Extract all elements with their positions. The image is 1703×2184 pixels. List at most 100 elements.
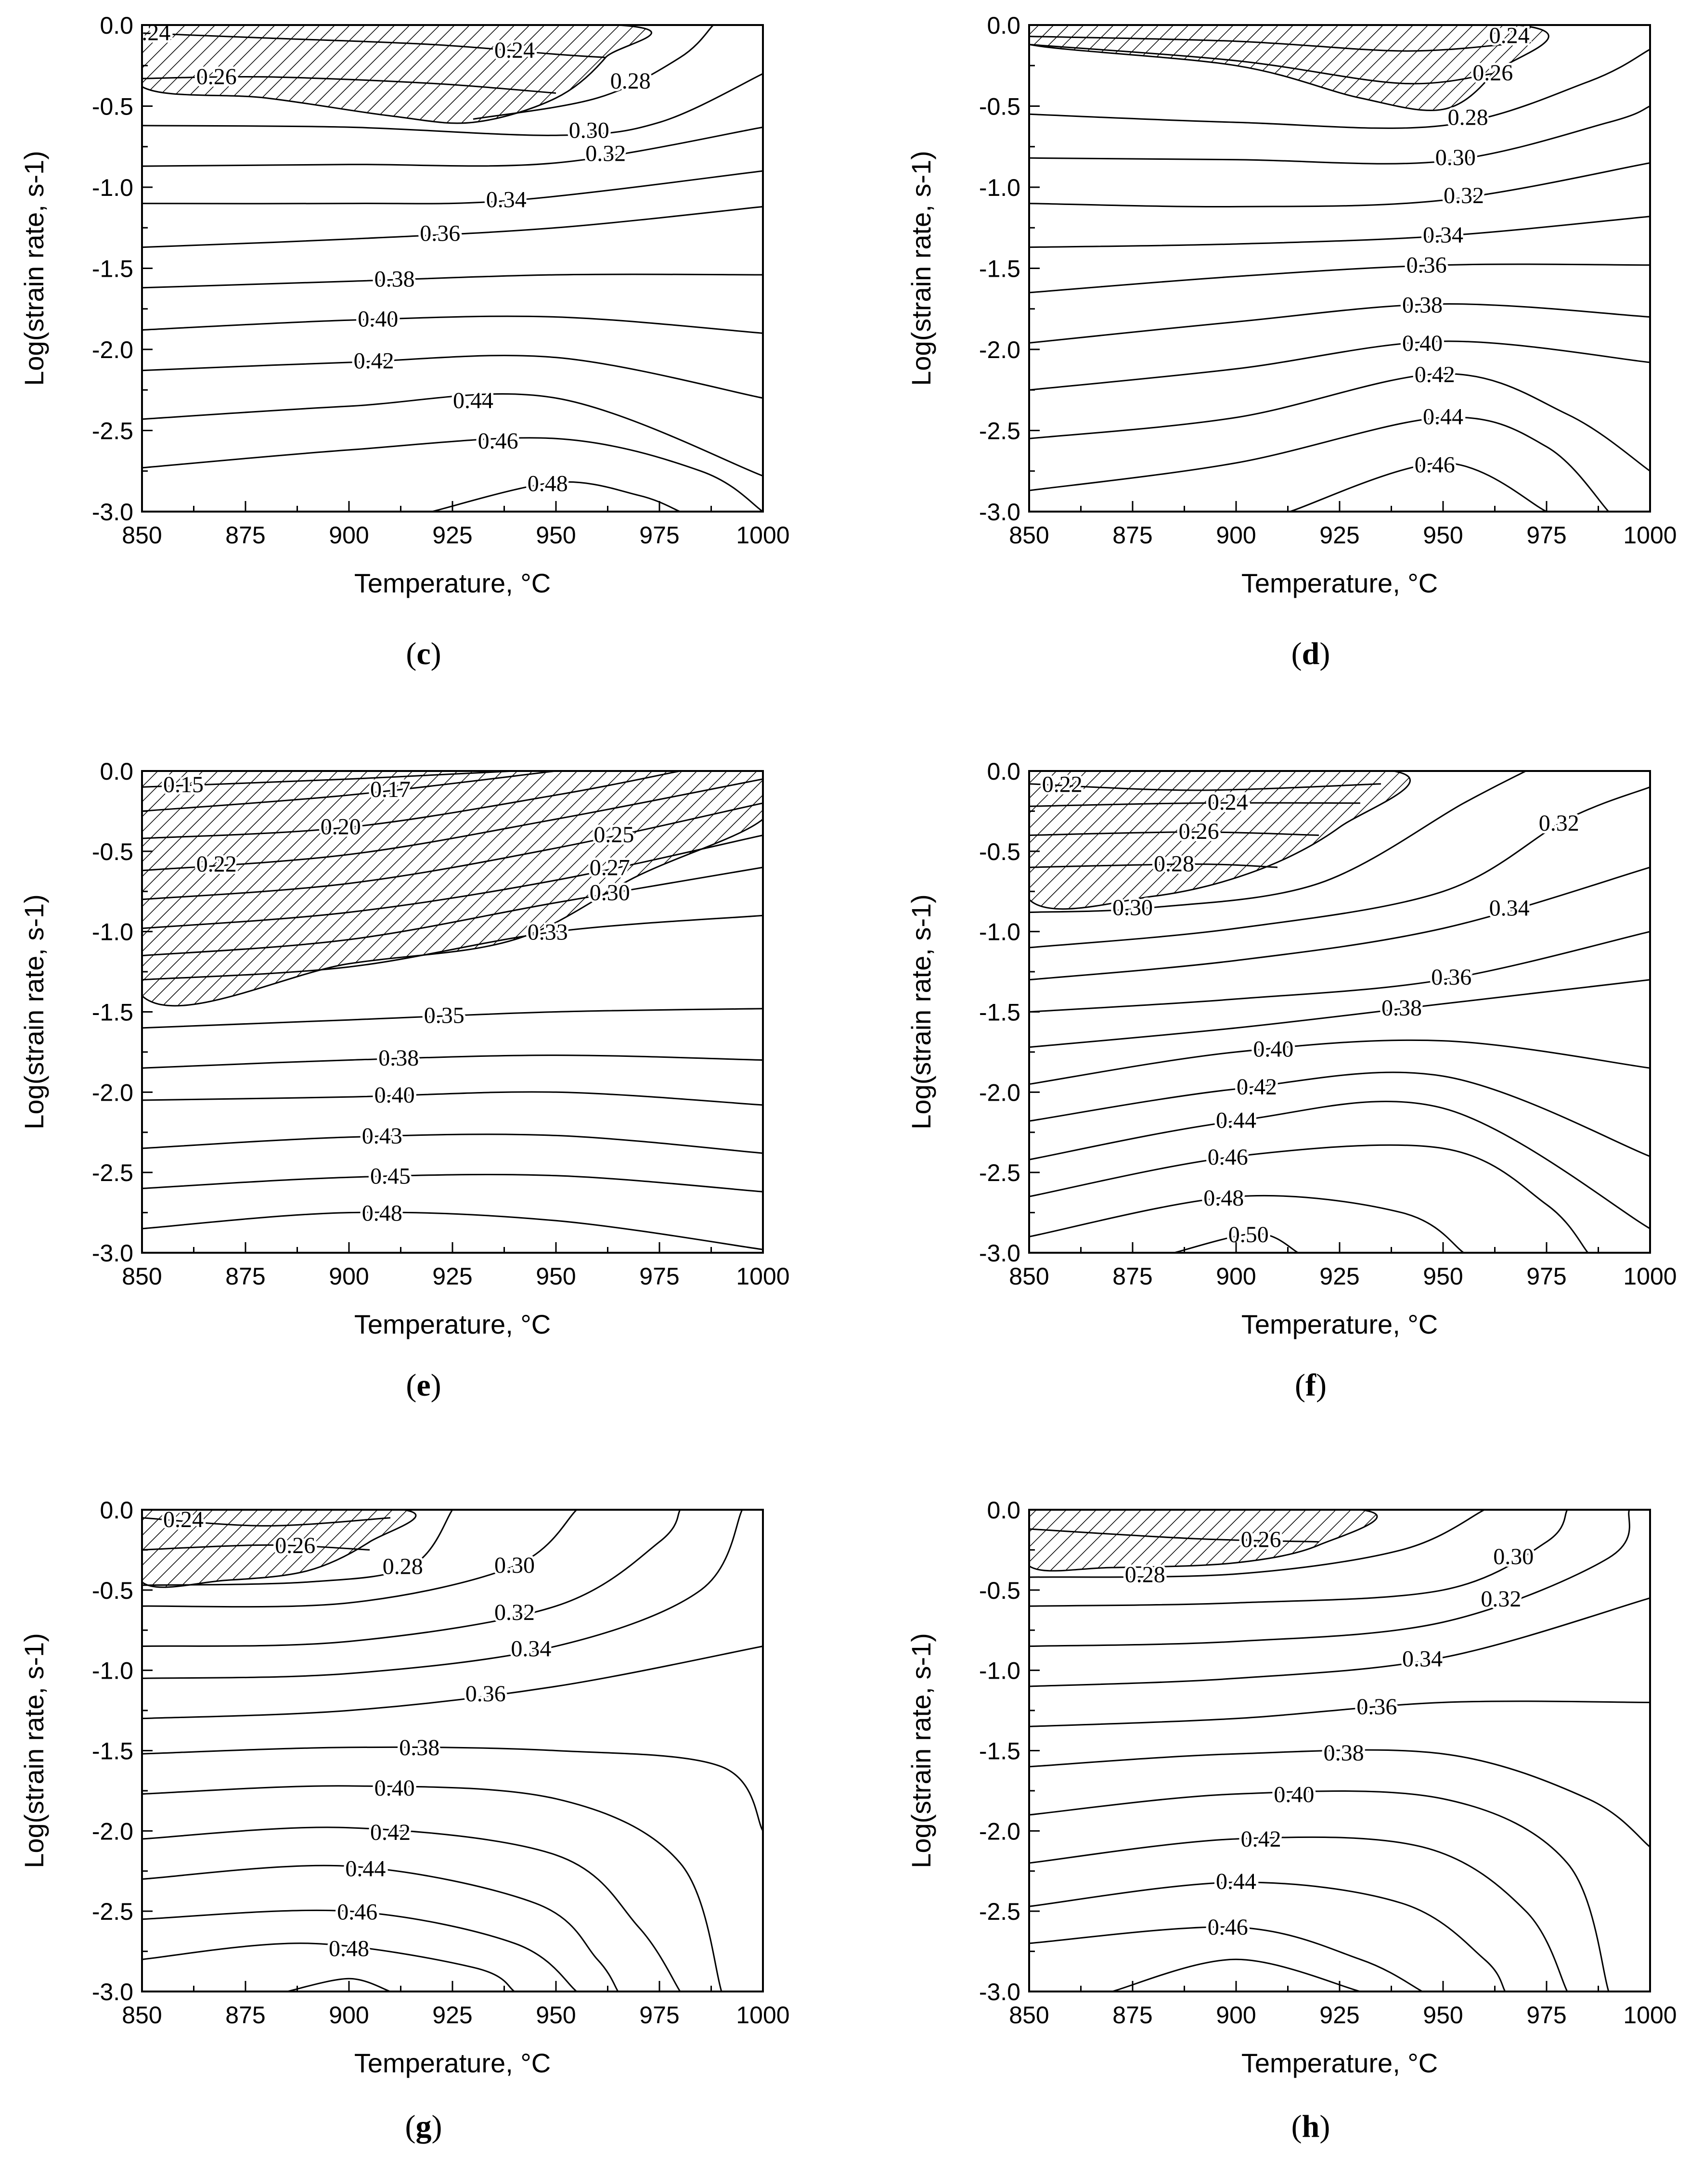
x-tick-label: 875 — [1112, 2002, 1152, 2029]
y-axis-title: Log(strain rate, s-1) — [906, 1633, 936, 1868]
y-tick-label: 0.0 — [987, 12, 1020, 39]
contour-label: 0.38 — [1324, 1740, 1364, 1766]
x-tick-label: 850 — [1009, 522, 1049, 549]
contour-line — [1029, 49, 1650, 129]
contour-label: 0.38 — [1402, 292, 1443, 318]
x-tick-label: 875 — [225, 522, 265, 549]
x-tick-label: 950 — [1423, 2002, 1463, 2029]
x-tick-label: 875 — [225, 2002, 265, 2029]
y-tick-label: -0.5 — [92, 93, 133, 120]
plot-area: 0.26 0.28 0.30 0.32 0.340.36 0.38 0.40 0.42 0.44… — [1029, 1510, 1650, 1991]
contour-label: 0.30 — [494, 1553, 535, 1578]
contour-line — [142, 1091, 763, 1106]
y-axis-title: Log(strain rate, s-1) — [906, 894, 936, 1130]
contour-label: 0.27 — [590, 855, 630, 881]
contour-line — [1290, 462, 1547, 512]
contour-label: 0.24 — [1208, 790, 1248, 815]
caption-close: ) — [1319, 636, 1330, 671]
contour-line — [1029, 866, 1650, 981]
contour-label: 0.48 — [528, 471, 568, 496]
contour-label: 0.33 — [528, 920, 568, 945]
contour-label: 0.46 — [478, 428, 518, 454]
y-tick-label: -1.0 — [979, 919, 1020, 946]
caption-letter: c — [416, 636, 430, 671]
caption-letter: g — [416, 2109, 432, 2144]
contour-label: 0.28 — [1448, 104, 1488, 130]
contour-line — [1029, 1510, 1568, 1607]
x-tick-label: 925 — [432, 522, 472, 549]
contour-line — [142, 771, 556, 812]
caption-letter: h — [1302, 2109, 1320, 2144]
y-tick-label: -2.5 — [979, 1898, 1020, 1925]
panel-caption: (f) — [1295, 1368, 1327, 1403]
caption-close: ) — [431, 636, 441, 671]
contour-label: 0.30 — [1493, 1544, 1534, 1569]
y-tick-label: -1.5 — [979, 256, 1020, 283]
contour-label: 0.44 — [1216, 1869, 1256, 1894]
caption-letter: d — [1302, 636, 1320, 671]
panel-caption: (g) — [405, 2109, 442, 2144]
x-axis-title: Temperature, °C — [354, 568, 551, 598]
contour-line — [142, 170, 763, 205]
contour-label: 0.38 — [399, 1735, 439, 1760]
y-tick-label: -2.5 — [92, 1159, 133, 1186]
x-tick-label: 1000 — [736, 522, 789, 549]
contour-label: 0.50 — [1228, 1222, 1269, 1247]
x-tick-label: 900 — [329, 522, 369, 549]
y-tick-label: -3.0 — [979, 1978, 1020, 2005]
y-tick-label: 0.0 — [987, 758, 1020, 785]
contour-label: 0.26 — [275, 1533, 315, 1558]
panel-d: 0.24 0.26 0.28 0.30 0.32 0.34 0.36 0.38 0.40 0.42… — [906, 12, 1677, 671]
contour-line — [142, 355, 763, 399]
contour-label: 0.48 — [362, 1200, 402, 1226]
contour-label: 0.26 — [1472, 60, 1513, 86]
contour-line — [142, 771, 681, 839]
contour-label: 0.30 — [590, 880, 630, 906]
x-tick-label: 950 — [536, 2002, 576, 2029]
y-tick-label: -1.0 — [92, 919, 133, 946]
contour-line — [1111, 1958, 1361, 1991]
x-tick-label: 975 — [1526, 2002, 1566, 2029]
contour-line — [142, 1173, 763, 1193]
contour-label: 0.36 — [420, 220, 460, 246]
contour-label: 0.30 — [569, 118, 609, 143]
y-tick-label: 0.0 — [100, 758, 133, 785]
contour-line — [1029, 1071, 1650, 1157]
contour-label: 0.36 — [465, 1681, 506, 1707]
contour-line — [1029, 979, 1650, 1048]
contour-label: 0.48 — [329, 1936, 369, 1961]
contour-line — [1029, 1597, 1650, 1687]
caption-letter: f — [1305, 1368, 1316, 1403]
y-tick-label: -2.5 — [92, 418, 133, 445]
x-axis-title: Temperature, °C — [354, 1309, 551, 1339]
contour-line — [1029, 263, 1650, 294]
x-tick-label: 1000 — [736, 1263, 789, 1290]
contour-label: 0.24 — [1489, 23, 1530, 49]
contour-line — [142, 315, 763, 334]
contour-line — [142, 914, 763, 981]
x-tick-label: 900 — [1216, 2002, 1256, 2029]
y-tick-label: -2.0 — [979, 1818, 1020, 1845]
contour-line — [142, 1510, 743, 1679]
x-tick-label: 975 — [1526, 522, 1566, 549]
panel-caption: (d) — [1291, 636, 1330, 671]
contour-label: 0.43 — [362, 1123, 402, 1149]
contour-label: 0.45 — [370, 1164, 411, 1189]
contour-line — [142, 273, 763, 289]
y-tick-label: -2.0 — [92, 336, 133, 363]
y-tick-label: -3.0 — [92, 1978, 133, 2005]
x-axis-title: Temperature, °C — [1241, 568, 1438, 598]
x-axis-title: Temperature, °C — [1241, 2048, 1438, 2078]
y-tick-label: -1.0 — [92, 174, 133, 201]
contour-label: 0.46 — [1415, 452, 1455, 477]
x-tick-label: 875 — [225, 1263, 265, 1290]
x-axis-title: Temperature, °C — [354, 2048, 551, 2078]
contour-label: 0.28 — [610, 68, 651, 94]
y-tick-label: -0.5 — [92, 1577, 133, 1604]
caption-close: ) — [431, 1368, 441, 1403]
contour-line — [431, 481, 681, 512]
contour-line — [1174, 1233, 1299, 1253]
panel-h: 0.26 0.28 0.30 0.32 0.340.36 0.38 0.40 0.42 0.44… — [906, 1497, 1677, 2144]
contour-line — [142, 437, 763, 512]
plot-area: 0.24 0.26 0.28 0.30 0.32 0.340.36 0.38 0.40 0.42… — [142, 1510, 763, 1991]
